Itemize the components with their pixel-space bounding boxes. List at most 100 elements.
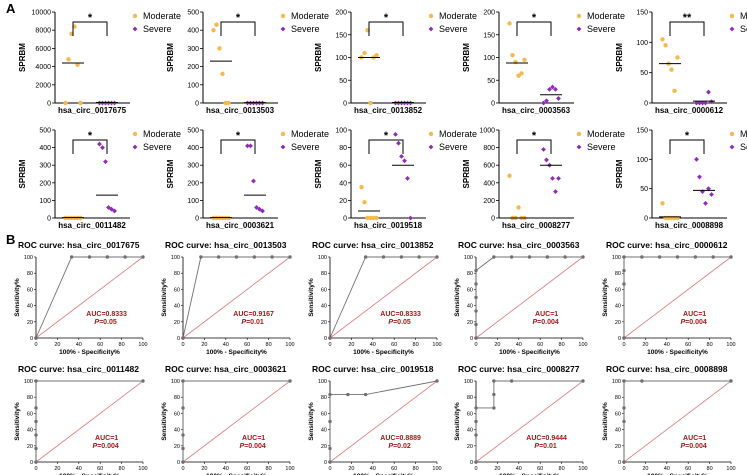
severe-point bbox=[245, 143, 250, 149]
p-value: P=0.004 bbox=[680, 319, 706, 326]
y-axis-label: SPRBM bbox=[615, 43, 624, 72]
y-tick-label: 300 bbox=[187, 163, 199, 170]
legend-severe-marker bbox=[428, 144, 434, 150]
p-value: P=0.004 bbox=[239, 443, 265, 450]
auc-value: AUC=0.8889 bbox=[380, 435, 421, 442]
roc-point bbox=[492, 392, 496, 397]
y-axis-label: Sensitivity% bbox=[308, 402, 315, 441]
legend-moderate-marker bbox=[428, 131, 434, 137]
moderate-point bbox=[214, 22, 219, 27]
legend-moderate-marker bbox=[576, 13, 582, 19]
y-tick-label: 40 bbox=[174, 304, 180, 310]
auc-value: AUC=0.9167 bbox=[233, 311, 274, 318]
significance-stars: * bbox=[88, 12, 93, 24]
x-tick-label: 60 bbox=[685, 466, 691, 472]
severe-point bbox=[553, 86, 558, 92]
roc-title: ROC curve: hsa_circ_0008277 bbox=[458, 364, 580, 374]
roc-panel-4: ROC curve: hsa_circ_0003563 0 20 40 60 80 100 0… bbox=[454, 240, 588, 356]
x-tick-label: 40 bbox=[223, 342, 229, 348]
scatter-panel-8: 0 20 40 60 80 100 SPRBM hsa_circ_0019518 * Modera… bbox=[314, 128, 477, 231]
y-tick-label: 20 bbox=[615, 444, 621, 450]
p-value: P=0.05 bbox=[94, 319, 116, 326]
y-axis-label: Sensitivity% bbox=[161, 402, 168, 441]
legend-severe-label: Severe bbox=[143, 142, 172, 152]
y-axis-label: Sensitivity% bbox=[454, 402, 461, 441]
legend-severe-marker bbox=[132, 144, 138, 150]
x-tick-label: 40 bbox=[223, 466, 229, 472]
roc-curve bbox=[623, 380, 731, 462]
roc-point bbox=[270, 255, 274, 259]
y-tick-label: 10000 bbox=[32, 10, 52, 17]
legend-moderate-marker bbox=[280, 131, 286, 137]
x-tick-label: 80 bbox=[119, 342, 125, 348]
roc-title: ROC curve: hsa_circ_0013852 bbox=[312, 240, 434, 250]
y-tick-label: 500 bbox=[39, 128, 51, 135]
y-tick-label: 100 bbox=[335, 128, 347, 135]
x-axis-label: 100% - Specificity% bbox=[59, 473, 120, 475]
severe-point bbox=[405, 176, 410, 181]
p-symbol: P bbox=[534, 443, 539, 450]
x-tick-label: 100 bbox=[138, 466, 147, 472]
roc-panel-1: ROC curve: hsa_circ_0017675 0 20 40 60 80 100 0… bbox=[14, 240, 148, 356]
y-tick-label: 200 bbox=[483, 198, 495, 205]
legend-severe-label: Severe bbox=[740, 142, 747, 152]
roc-title: ROC curve: hsa_circ_0013503 bbox=[165, 240, 287, 250]
y-tick-label: 80 bbox=[615, 271, 621, 277]
y-tick-label: 20 bbox=[27, 444, 33, 450]
y-tick-label: 100 bbox=[318, 255, 327, 261]
severe-point bbox=[709, 99, 714, 105]
legend-moderate-label: Moderate bbox=[587, 11, 625, 21]
moderate-point bbox=[516, 73, 521, 78]
y-axis-label: SPRBM bbox=[166, 43, 175, 72]
y-tick-label: 0 bbox=[470, 336, 473, 342]
x-tick-label: 80 bbox=[707, 466, 713, 472]
x-axis-label: hsa_circ_0003563 bbox=[502, 106, 571, 115]
severe-point bbox=[399, 154, 404, 159]
reference-diagonal bbox=[475, 256, 584, 339]
y-tick-label: 40 bbox=[27, 428, 33, 434]
severe-point bbox=[706, 186, 711, 192]
moderate-point bbox=[226, 100, 231, 106]
roc-panel-7: ROC curve: hsa_circ_0003621 0 20 40 60 80 100 0… bbox=[161, 364, 295, 475]
x-tick-label: 20 bbox=[54, 342, 60, 348]
scatter-panel-10: 0 50 100 150 SPRBM hsa_circ_0008898 * Moderate S… bbox=[615, 128, 747, 231]
p-value: P=0.004 bbox=[680, 443, 706, 450]
roc-point bbox=[234, 255, 239, 259]
significance-stars: * bbox=[384, 130, 389, 142]
auc-value: AUC=1 bbox=[683, 311, 706, 318]
y-tick-label: 100 bbox=[24, 255, 33, 261]
x-tick-label: 20 bbox=[642, 466, 648, 472]
roc-point bbox=[729, 379, 733, 383]
y-tick-label: 150 bbox=[636, 10, 648, 17]
legend-moderate-marker bbox=[132, 13, 138, 19]
moderate-point bbox=[507, 173, 512, 178]
severe-point bbox=[697, 100, 702, 106]
y-tick-label: 80 bbox=[467, 395, 473, 401]
moderate-point bbox=[519, 71, 524, 76]
y-tick-label: 60 bbox=[615, 287, 621, 293]
roc-point bbox=[328, 336, 332, 340]
roc-point bbox=[181, 379, 185, 383]
roc-point bbox=[34, 460, 38, 464]
roc-point bbox=[622, 282, 626, 286]
y-tick-label: 600 bbox=[483, 163, 495, 170]
reference-diagonal bbox=[35, 256, 144, 339]
y-tick-label: 80 bbox=[321, 271, 327, 277]
y-axis-label: Sensitivity% bbox=[454, 278, 461, 317]
y-tick-label: 800 bbox=[483, 145, 495, 152]
x-axis-label: 100% - Specificity% bbox=[353, 473, 414, 475]
x-tick-label: 20 bbox=[348, 466, 354, 472]
roc-point bbox=[34, 379, 38, 383]
y-tick-label: 60 bbox=[174, 287, 180, 293]
y-tick-label: 80 bbox=[27, 271, 33, 277]
significance-stars: * bbox=[236, 130, 241, 142]
reference-diagonal bbox=[623, 256, 732, 339]
roc-panel-3: ROC curve: hsa_circ_0013852 0 20 40 60 80 100 0… bbox=[308, 240, 442, 356]
y-tick-label: 0 bbox=[177, 336, 180, 342]
x-tick-label: 60 bbox=[391, 466, 397, 472]
roc-point bbox=[34, 419, 38, 424]
legend-moderate-marker bbox=[132, 131, 138, 137]
roc-panel-10: ROC curve: hsa_circ_0008898 0 20 40 60 80 100 0… bbox=[602, 364, 736, 475]
x-tick-label: 20 bbox=[642, 342, 648, 348]
x-axis-label: hsa_circ_0011482 bbox=[58, 221, 126, 230]
